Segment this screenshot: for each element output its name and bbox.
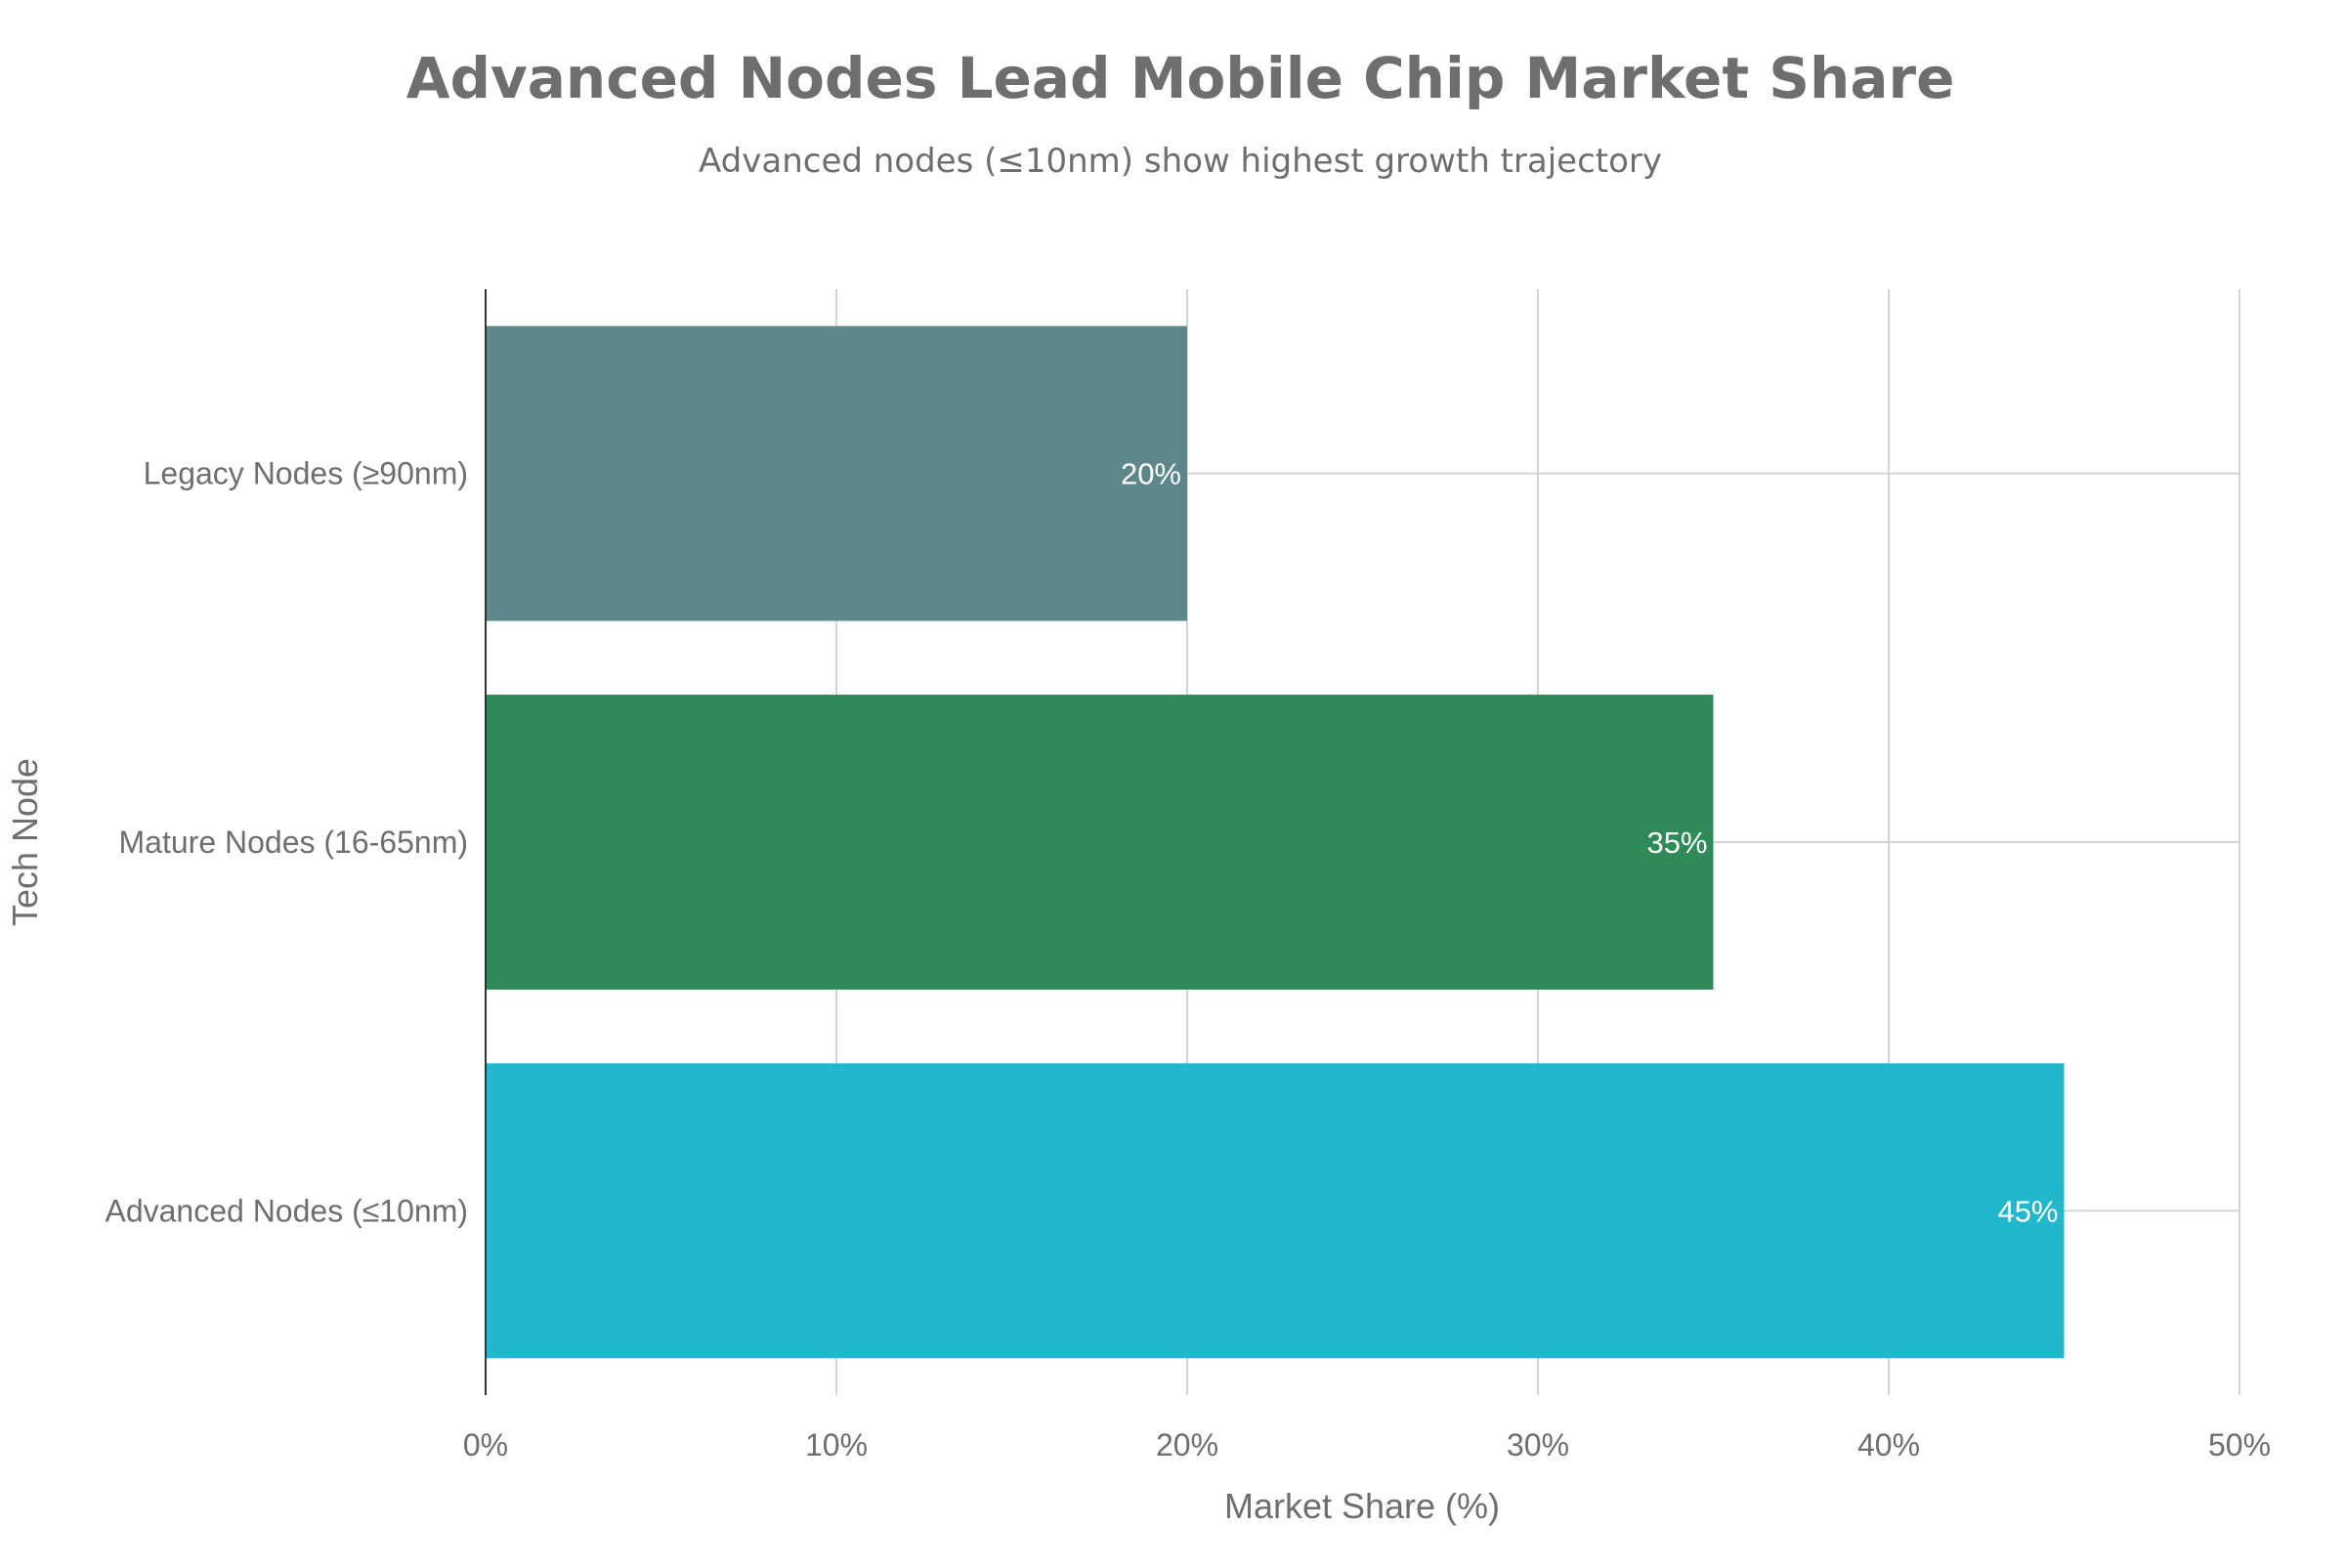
bars [486, 325, 2065, 1359]
axes: 0% 10% 20% 30% 40% 50% Legacy Nodes (≥90nm) Mat… [105, 289, 2271, 1462]
y-tick-label: Legacy Nodes (≥90nm) [144, 456, 468, 491]
bar-value-label: 35% [1646, 826, 1707, 860]
y-tick-label: Mature Nodes (16-65nm) [119, 825, 468, 860]
bar [486, 325, 1187, 621]
x-tick-label: 0% [463, 1427, 508, 1462]
x-tick-label: 40% [1857, 1427, 1920, 1462]
bar [486, 1063, 2065, 1359]
data-labels: 20% 35% 45% [1121, 457, 2059, 1229]
chart-title: Advanced Nodes Lead Mobile Chip Market S… [406, 45, 1955, 111]
x-tick-label: 50% [2208, 1427, 2271, 1462]
y-tick-label: Advanced Nodes (≤10nm) [105, 1193, 468, 1228]
bar-value-label: 45% [1997, 1194, 2058, 1228]
x-tick-label: 10% [805, 1427, 868, 1462]
x-axis-title: Market Share (%) [1224, 1486, 1500, 1526]
chart-subtitle: Advanced nodes (≤10nm) show highest grow… [699, 142, 1662, 181]
x-tick-label: 20% [1156, 1427, 1218, 1462]
bar [486, 695, 1714, 990]
y-axis-title: Tech Node [5, 758, 45, 926]
bar-value-label: 20% [1121, 457, 1181, 491]
x-tick-label: 30% [1507, 1427, 1569, 1462]
